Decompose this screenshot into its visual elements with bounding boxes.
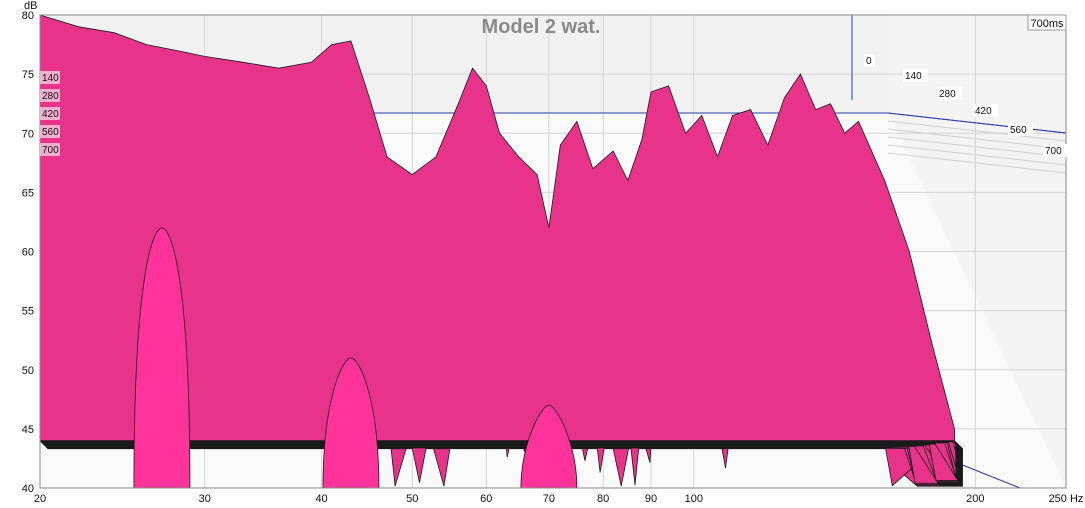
y-tick-label: 75 (22, 69, 34, 81)
time-slice-line (887, 120, 1067, 142)
time-corner-box (1027, 14, 1067, 31)
time-slice-label-bg (1008, 123, 1033, 136)
y-tick-label: 80 (22, 10, 34, 22)
x-tick-label: 70 (543, 493, 555, 505)
surface-slice (39, 14, 955, 442)
x-tick-label: 250 Hz (1049, 493, 1084, 505)
left-time-label: 700 (42, 145, 59, 156)
time-slice-label-bg (937, 87, 962, 100)
x-tick-label: 50 (406, 493, 418, 505)
time-corner-label: 700ms (1030, 18, 1064, 30)
time-slice-label: 420 (975, 106, 992, 117)
time-slice-line (887, 152, 1067, 174)
x-tick-label: 40 (315, 493, 327, 505)
y-tick-label: 50 (22, 365, 34, 377)
y-tick-label: 65 (22, 187, 34, 199)
time-slice-label: 140 (905, 71, 922, 82)
left-time-label: 420 (42, 109, 59, 120)
left-time-label: 560 (42, 127, 59, 138)
front-peak (322, 357, 380, 489)
front-peak (520, 404, 578, 489)
plot-frame (39, 14, 1067, 489)
x-tick-label: 20 (34, 493, 46, 505)
axis-layer: 20 30 40 50 60 70 80 90 100 200 250 Hz 80 75 70 65 60 55… (22, 10, 1084, 505)
x-tick-label: 90 (645, 493, 657, 505)
time-slice-label-bg (1043, 144, 1068, 157)
left-time-label-bg (40, 125, 60, 138)
surface-layer (39, 14, 963, 489)
left-time-label-bg (40, 107, 60, 120)
x-tick-label: 30 (199, 493, 211, 505)
time-slice-label-bg (973, 104, 998, 117)
y-tick-label: 45 (22, 424, 34, 436)
chart-title: Model 2 wat. (482, 16, 601, 38)
time-slice-line (887, 128, 1067, 150)
time-slice-line (887, 136, 1067, 158)
time-slice-label: 560 (1010, 125, 1027, 136)
left-time-label-bg (40, 89, 60, 102)
y-axis-unit-label: dB (24, 0, 37, 12)
front-peak (133, 227, 191, 489)
time-slice-label: 0 (866, 56, 872, 67)
time-slice-line (887, 144, 1067, 166)
y-tick-label: 40 (22, 483, 34, 495)
left-time-label-bg (40, 71, 60, 84)
x-tick-label: 200 (966, 493, 984, 505)
time-slice-label-bg (903, 69, 928, 82)
y-tick-label: 60 (22, 247, 34, 259)
y-tick-label: 70 (22, 128, 34, 140)
left-time-label-bg (40, 143, 60, 156)
x-tick-label: 60 (480, 493, 492, 505)
cursor-depth-line (887, 112, 1067, 134)
x-tick-label: 100 (685, 493, 703, 505)
time-slice-label-bg (864, 54, 875, 67)
time-slice-label: 700 (1045, 146, 1062, 157)
left-time-label: 280 (42, 91, 59, 102)
left-time-label: 140 (42, 73, 59, 84)
y-tick-label: 55 (22, 306, 34, 318)
x-tick-label: 80 (597, 493, 609, 505)
time-slice-label: 280 (939, 89, 956, 100)
